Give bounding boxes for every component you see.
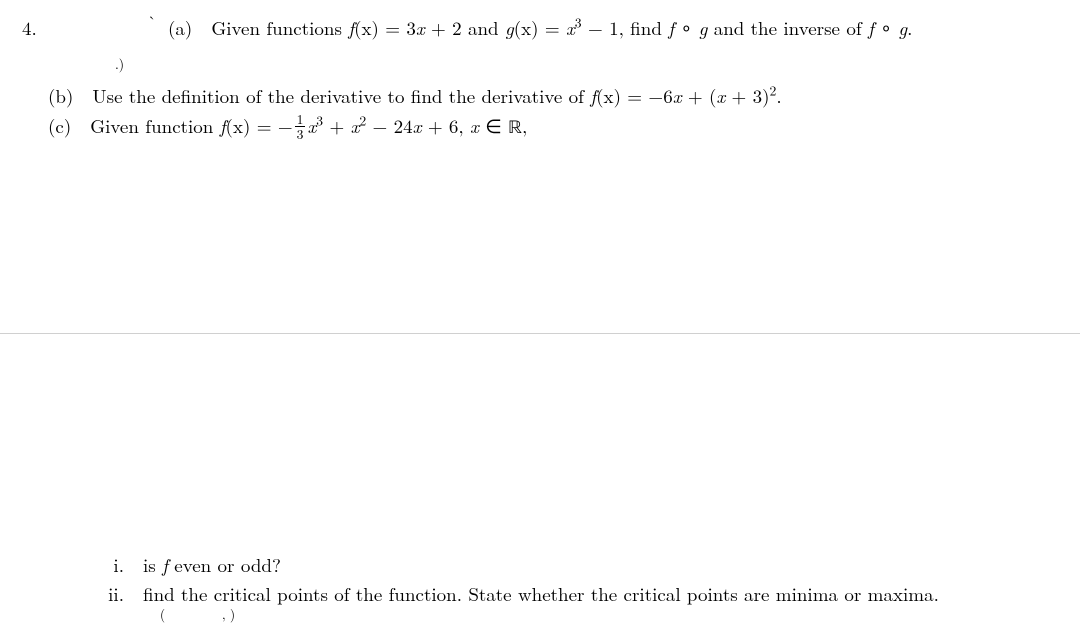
fa-3: 3 — [406, 14, 416, 41]
fc-frac-den: 3 — [295, 126, 306, 141]
bottom-mark-a: ( — [160, 604, 165, 624]
fb-n6: −6 — [648, 82, 672, 109]
sub-i-textb: even or odd? — [168, 551, 281, 578]
part-a-label: (a) — [168, 14, 192, 41]
stray-paren-text: .) — [115, 54, 124, 73]
sub-ii-label: ii. — [102, 580, 124, 609]
fog2-c: ∘ — [874, 14, 899, 41]
part-c: (c) Given function f(x) = −13x3 + x2 − 2… — [48, 112, 527, 144]
fa-exp3: 3 — [575, 12, 582, 31]
fb-eq: = — [621, 82, 648, 109]
sub-i-label: i. — [102, 551, 124, 580]
fa-eq1: = — [379, 14, 406, 41]
fa-mid: , find — [619, 14, 669, 41]
fc-neg: − — [278, 112, 293, 139]
fa-p2: + 2 — [425, 14, 462, 41]
fc-minus: − 24 — [366, 112, 412, 139]
fc-eq: = — [250, 112, 277, 139]
sub-i: i. is f even or odd? — [102, 551, 281, 580]
part-a-pre: Given functions — [211, 14, 348, 41]
fb-p3: + 3) — [725, 82, 769, 109]
fa-and: and — [462, 14, 505, 41]
problem-number: 4. — [22, 14, 37, 43]
fc-comma: , — [522, 112, 527, 139]
fa-m1: − 1 — [582, 14, 619, 41]
sub-i-texta: is — [143, 551, 162, 578]
fa-farg: (x) — [354, 14, 379, 41]
part-b-label: (b) — [48, 82, 73, 109]
fc-xin: x — [470, 112, 479, 139]
fc-frac: 13 — [295, 112, 306, 142]
page: 4. ` (a) Given functions f(x) = 3x + 2 a… — [0, 0, 1080, 620]
fc-plus1: + — [323, 112, 350, 139]
fb-period: . — [776, 82, 781, 109]
part-a: (a) Given functions f(x) = 3x + 2 and g(… — [168, 14, 912, 43]
fa-x2: x — [566, 14, 575, 41]
fb-x1: x — [673, 82, 682, 109]
fb-arg: (x) — [596, 82, 621, 109]
fc-x3: x — [413, 112, 422, 139]
part-c-pre: Given function — [90, 112, 219, 139]
fog2-g: g — [898, 14, 907, 41]
fa-g: g — [505, 14, 514, 41]
fb-x2: x — [716, 82, 725, 109]
part-b-pre: Use the definition of the derivative to … — [92, 82, 590, 109]
fa-tail: and the inverse of — [707, 14, 868, 41]
fc-in: ∈ — [479, 112, 508, 139]
fog1-c: ∘ — [674, 14, 699, 41]
divider-line — [0, 333, 1080, 334]
fa-eq2: = — [539, 14, 566, 41]
fb-plus: + ( — [682, 82, 717, 109]
fa-period: . — [907, 14, 912, 41]
fc-R: ℝ — [508, 119, 522, 138]
stray-paren: .) — [115, 44, 124, 73]
stray-mark-top: ` — [148, 9, 157, 35]
fc-x1: x — [307, 112, 316, 139]
bottom-mark-b: , ) — [222, 604, 235, 624]
fc-arg: (x) — [226, 112, 251, 139]
fa-garg: (x) — [514, 14, 539, 41]
fc-plus6: + 6, — [422, 112, 471, 139]
part-c-label: (c) — [48, 112, 71, 139]
part-b: (b) Use the definition of the derivative… — [48, 82, 782, 111]
sub-ii-text: find the critical points of the function… — [143, 580, 939, 607]
fa-x1: x — [416, 14, 425, 41]
